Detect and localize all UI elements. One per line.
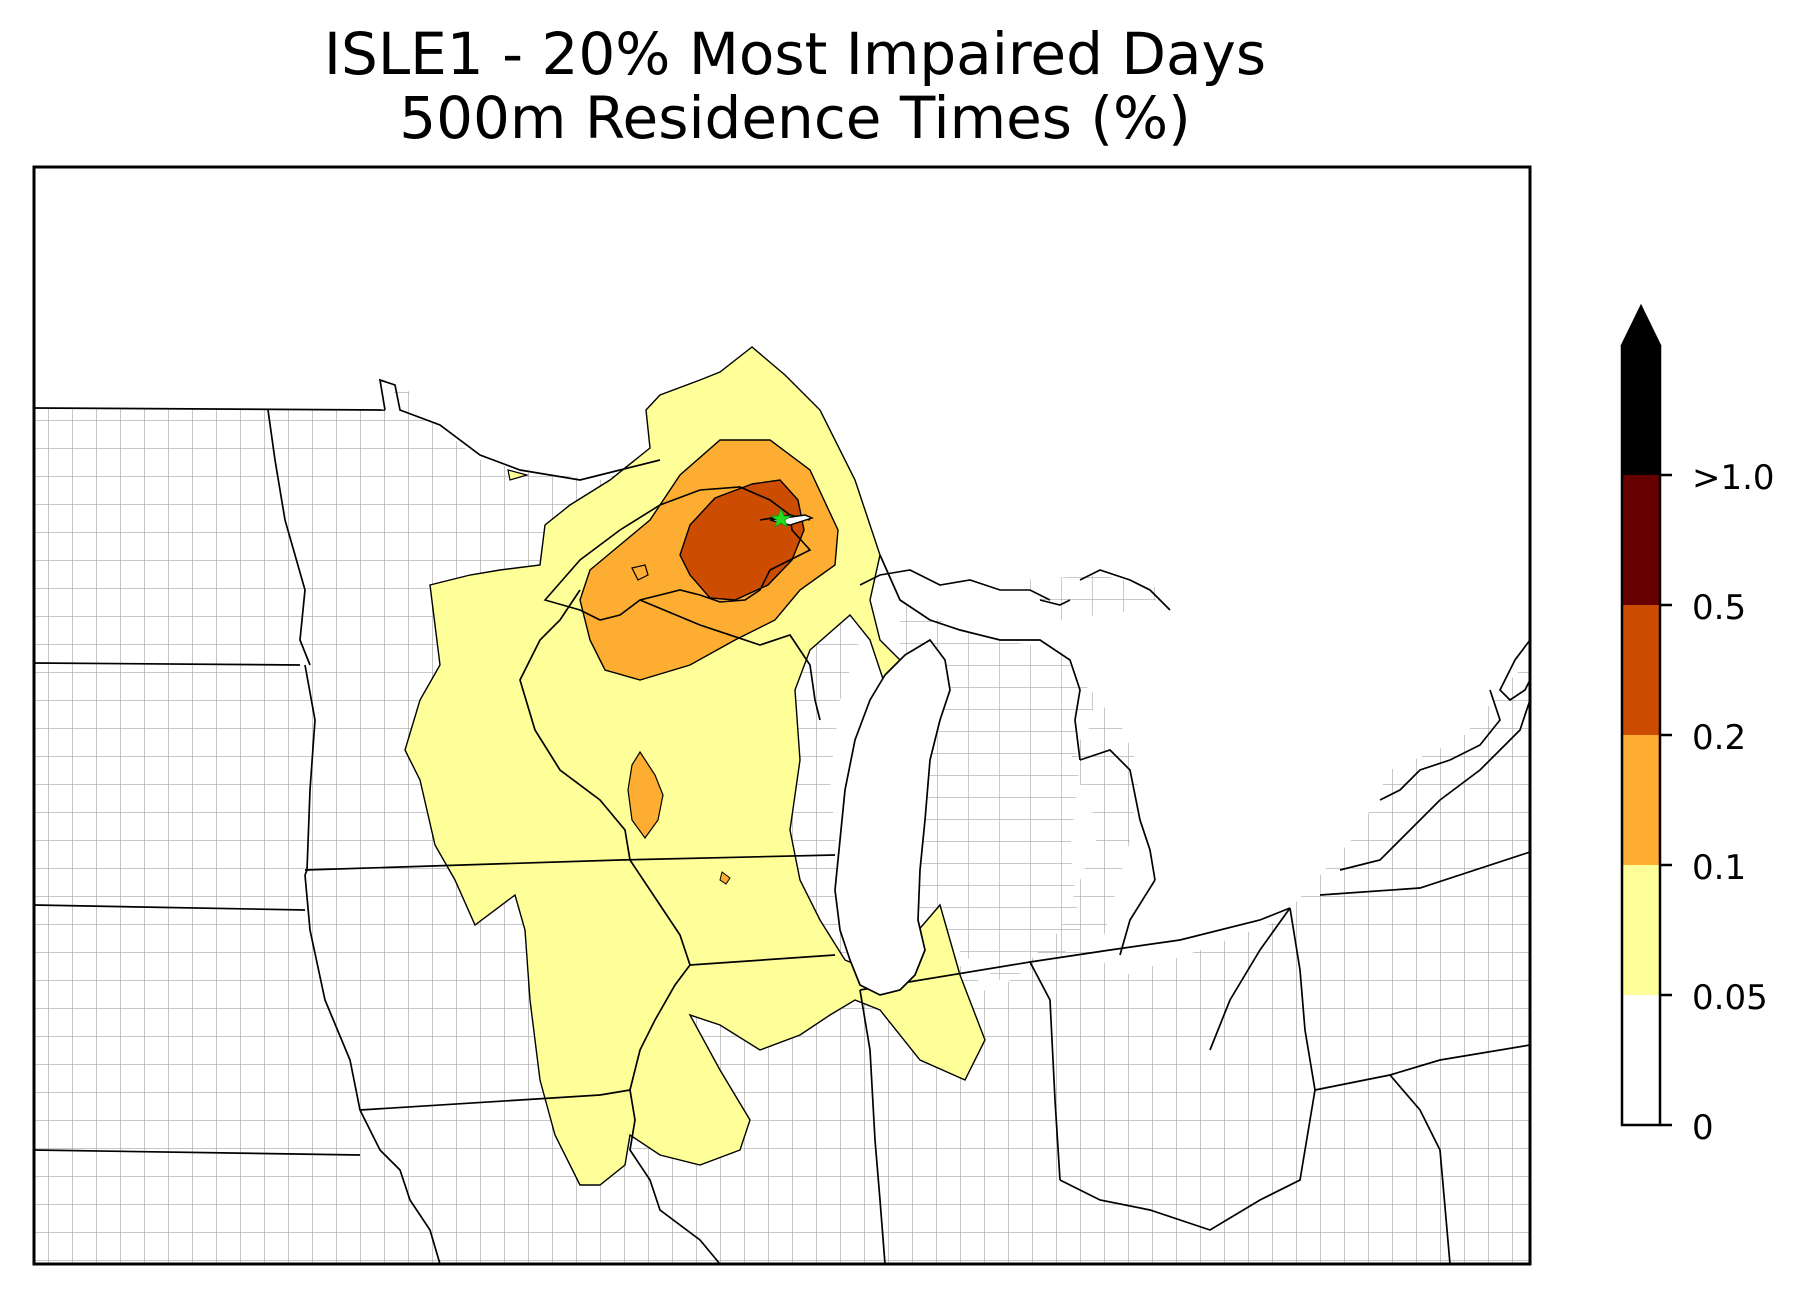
colorbar-band-0-0.05 <box>1622 995 1660 1125</box>
lake-superior-shore <box>543 486 1071 621</box>
colorbar-tick-label: 0.1 <box>1692 848 1747 888</box>
colorbar-tick-label: 0.05 <box>1692 978 1768 1018</box>
site-marker-star-icon <box>769 507 793 528</box>
colorbar-band-0.05-0.1 <box>1622 865 1660 995</box>
colorbar-tick-label: 0 <box>1692 1108 1714 1148</box>
state-boundaries <box>34 378 1530 1264</box>
colorbar-band-above-1.0 <box>1622 345 1660 475</box>
lake-michigan <box>834 638 951 996</box>
colorbar-band-0.5-1.0 <box>1622 475 1660 605</box>
colorbar-extend-arrow <box>1620 303 1662 346</box>
contour-band-0.05-0.1 <box>404 346 986 1186</box>
map-frame <box>32 165 1532 1266</box>
colorbar-band-0.1-0.2 <box>1622 735 1660 865</box>
colorbar-tick-label: >1.0 <box>1692 458 1775 498</box>
title-line-1: ISLE1 - 20% Most Impaired Days <box>323 20 1267 88</box>
colorbar-band-0.2-0.5 <box>1622 605 1660 735</box>
colorbar-tick-label: 0.5 <box>1692 588 1747 628</box>
chart-title: ISLE1 - 20% Most Impaired Days 500m Resi… <box>30 22 1560 150</box>
map-area <box>34 167 1530 1264</box>
title-line-2: 500m Residence Times (%) <box>399 84 1191 152</box>
colorbar-tick-label: 0.2 <box>1692 718 1747 758</box>
colorbar <box>1620 303 1672 1127</box>
